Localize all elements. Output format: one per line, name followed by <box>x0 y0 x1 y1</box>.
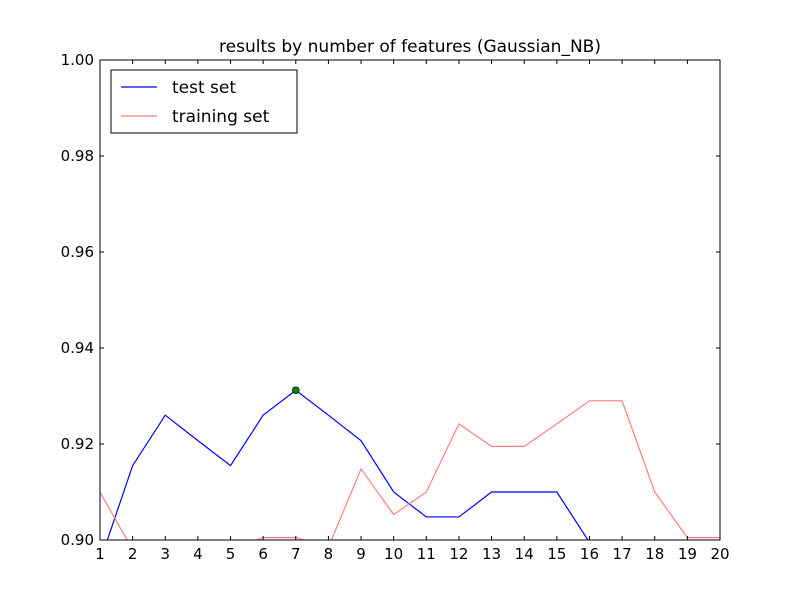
x-tick-label: 4 <box>193 545 203 563</box>
series-line-training-set <box>100 400 720 540</box>
legend-label: test set <box>172 78 236 98</box>
chart-title: results by number of features (Gaussian_… <box>219 37 601 57</box>
legend-label: training set <box>172 107 270 127</box>
x-tick-label: 12 <box>449 545 468 563</box>
x-tick-label: 7 <box>291 545 301 563</box>
x-tick-label: 11 <box>417 545 436 563</box>
x-tick-label: 8 <box>324 545 334 563</box>
x-tick-label: 16 <box>580 545 599 563</box>
series-line-test-set <box>106 389 589 540</box>
x-tick-label: 3 <box>160 545 170 563</box>
x-tick-label: 15 <box>547 545 566 563</box>
y-tick-label: 0.94 <box>61 339 94 357</box>
plot-frame <box>99 59 721 541</box>
legend-box <box>110 69 298 134</box>
x-tick-label: 13 <box>482 545 501 563</box>
x-tick-label: 20 <box>710 545 729 563</box>
y-tick-label: 0.96 <box>61 243 94 261</box>
ticks-layer: 1 2 3 4 5 6 7 8 9 10 11 12 13 14 15 16 17 18 19 200.900.920… <box>61 51 730 563</box>
x-tick-label: 6 <box>258 545 268 563</box>
y-tick-label: 0.90 <box>61 531 94 549</box>
legend: test set training set <box>110 69 298 134</box>
x-tick-label: 2 <box>128 545 138 563</box>
best-score-marker <box>291 386 300 395</box>
y-tick-label: 0.92 <box>61 435 94 453</box>
x-tick-label: 5 <box>226 545 236 563</box>
x-tick-label: 17 <box>613 545 632 563</box>
series-layer <box>100 389 720 540</box>
x-tick-label: 10 <box>384 545 403 563</box>
y-tick-label: 0.98 <box>61 147 94 165</box>
x-tick-label: 18 <box>645 545 664 563</box>
x-tick-label: 19 <box>678 545 697 563</box>
x-tick-label: 9 <box>356 545 366 563</box>
x-tick-label: 14 <box>515 545 534 563</box>
y-tick-label: 1.00 <box>61 51 94 69</box>
x-tick-label: 1 <box>95 545 105 563</box>
